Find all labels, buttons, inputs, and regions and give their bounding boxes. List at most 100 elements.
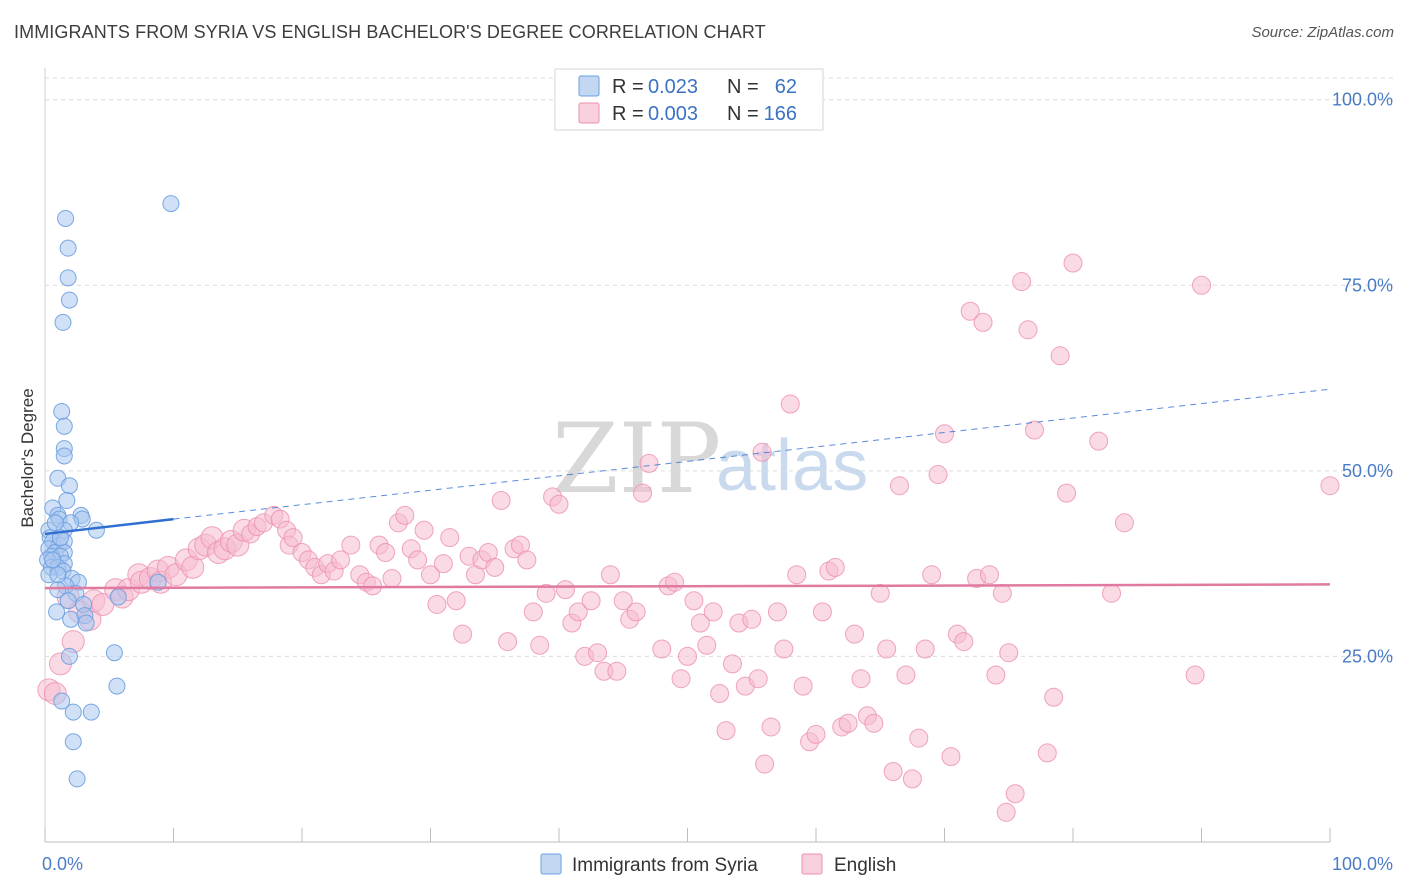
- syria-point: [55, 417, 73, 435]
- english-point: [523, 602, 543, 622]
- x-tick-label-min: 0.0%: [42, 854, 83, 874]
- english-point: [498, 632, 518, 652]
- english-point: [1044, 687, 1064, 707]
- syria-point: [149, 573, 167, 591]
- english-point: [915, 639, 935, 659]
- english-point: [453, 624, 473, 644]
- axes-layer: [44, 68, 1331, 843]
- syria-trend-line: [44, 517, 174, 536]
- english-point: [1089, 431, 1109, 451]
- english-point: [1018, 320, 1038, 340]
- english-point: [845, 624, 865, 644]
- english-point: [838, 713, 858, 733]
- syria-point: [54, 313, 72, 331]
- legend-syria-swatch: [540, 853, 562, 875]
- english-point: [864, 713, 884, 733]
- english-point: [890, 476, 910, 496]
- english-point: [742, 609, 762, 629]
- syria-point: [46, 514, 64, 532]
- english-point: [613, 591, 633, 611]
- legend-english-label: English: [834, 855, 896, 876]
- syria-point: [60, 291, 78, 309]
- english-point: [690, 613, 710, 633]
- english-point: [986, 665, 1006, 685]
- english-point: [767, 602, 787, 622]
- grid-layer: [45, 77, 1393, 657]
- english-point: [787, 565, 807, 585]
- english-point: [530, 635, 550, 655]
- english-point: [1102, 583, 1122, 603]
- english-point: [806, 724, 826, 744]
- english-point: [1037, 743, 1057, 763]
- english-point: [1057, 483, 1077, 503]
- chart-title: IMMIGRANTS FROM SYRIA VS ENGLISH BACHELO…: [14, 22, 766, 42]
- english-point: [382, 568, 402, 588]
- stats-english-r-label: R =: [612, 103, 644, 125]
- syria-point: [162, 195, 180, 213]
- english-point: [883, 761, 903, 781]
- english-point: [363, 576, 383, 596]
- english-point: [652, 639, 672, 659]
- stats-english-swatch: [578, 102, 600, 124]
- y-tick-label-3: 100.0%: [1332, 90, 1393, 110]
- stats-english-r-value: 0.003: [648, 103, 698, 125]
- stats-english-n-value: 166: [764, 103, 797, 125]
- english-point: [491, 491, 511, 511]
- english-point: [1185, 665, 1205, 685]
- english-point: [896, 665, 916, 685]
- english-point: [555, 580, 575, 600]
- english-point: [752, 442, 772, 462]
- english-point: [607, 661, 627, 681]
- watermark-atlas: atlas: [716, 426, 868, 506]
- syria-point: [57, 209, 75, 227]
- english-point: [421, 565, 440, 585]
- english-point: [395, 505, 415, 525]
- english-point: [954, 632, 974, 652]
- stats-legend-box: [554, 68, 824, 131]
- english-point: [870, 583, 890, 603]
- syria-point: [60, 477, 78, 495]
- english-point: [928, 465, 948, 485]
- english-point: [722, 654, 742, 674]
- english-point: [581, 591, 601, 611]
- english-point: [1024, 420, 1044, 440]
- english-point: [633, 483, 653, 503]
- english-point: [446, 591, 466, 611]
- english-point: [909, 728, 929, 748]
- syria-point: [59, 239, 77, 257]
- syria-point: [62, 610, 80, 628]
- english-point: [408, 550, 428, 570]
- syria-point: [53, 402, 71, 420]
- syria-point: [64, 703, 82, 721]
- english-point: [568, 602, 588, 622]
- syria-point: [53, 692, 71, 710]
- english-point: [780, 394, 800, 414]
- english-point: [979, 565, 999, 585]
- english-point: [684, 591, 704, 611]
- trend-lines: [44, 388, 1331, 590]
- syria-point: [59, 269, 77, 287]
- english-point: [999, 643, 1019, 663]
- english-point: [716, 721, 736, 741]
- english-point: [549, 494, 569, 514]
- syria-point: [60, 647, 78, 665]
- english-point: [626, 602, 646, 622]
- english-point: [973, 312, 993, 332]
- syria-trend-extension: [173, 388, 1331, 520]
- english-point: [433, 554, 453, 574]
- english-point: [941, 747, 961, 767]
- syria-point: [68, 770, 86, 788]
- english-point: [960, 301, 980, 321]
- syria-point: [58, 492, 76, 510]
- legend-english-swatch: [801, 853, 823, 875]
- english-point: [902, 769, 922, 789]
- stats-syria-r-label: R =: [612, 76, 644, 98]
- source-label: Source: ZipAtlas.com: [1251, 24, 1394, 41]
- english-point: [600, 565, 620, 585]
- english-point: [485, 557, 505, 577]
- english-point: [1012, 272, 1032, 292]
- english-point: [341, 535, 361, 555]
- syria-point: [49, 566, 67, 584]
- stats-syria-n-value: 62: [775, 76, 797, 98]
